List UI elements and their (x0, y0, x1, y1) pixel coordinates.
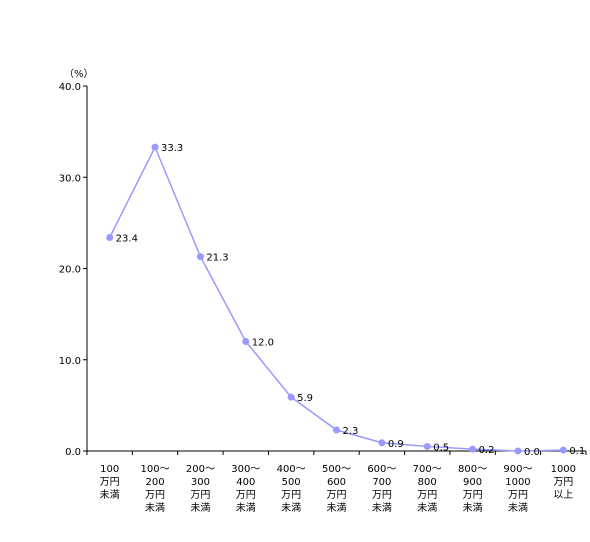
data-point (559, 446, 567, 454)
data-label: 0.1 (569, 446, 585, 457)
x-category-label: 1000 万円以上 (551, 464, 576, 501)
y-tick-label: 30.0 (59, 173, 81, 184)
data-point (423, 442, 431, 450)
x-category-label-line: 600～ (367, 464, 396, 475)
y-tick-label: 0.0 (65, 447, 81, 458)
x-category-label-line: 100 (100, 464, 119, 475)
data-label: 0.2 (479, 445, 495, 456)
data-point (333, 426, 340, 434)
x-category-label-line: 未満 (190, 502, 210, 514)
data-point (196, 253, 204, 261)
x-category-label-line: 800～ (458, 464, 487, 475)
x-category-label-line: 万円 (190, 490, 210, 501)
x-category-label: 100～ 200 万円未満 (140, 464, 169, 514)
x-category-label-line: 以上 (553, 489, 573, 501)
x-category-label-line: 未満 (463, 502, 483, 514)
x-category-label-line: 万円 (417, 490, 437, 501)
x-category-label-line: 400～ (277, 464, 306, 475)
x-category-label-line: 300 (191, 477, 210, 488)
x-category-label-line: 未満 (372, 502, 392, 514)
x-category-label: 200～ 300 万円未満 (186, 464, 215, 514)
data-point (106, 233, 114, 241)
x-category-label: 100 万円未満 (100, 464, 120, 501)
x-category-label-line: 万円 (508, 490, 528, 501)
x-category-label-line: 万円 (145, 490, 165, 501)
x-category-label-line: 700 (372, 477, 391, 488)
data-point (378, 439, 386, 447)
x-category-label-line: 100～ (140, 464, 169, 475)
x-category-label-line: 800 (418, 477, 437, 488)
x-category-label-line: 900～ (503, 464, 532, 475)
x-category-label-line: 万円 (281, 490, 301, 501)
data-label: 0.5 (433, 442, 449, 453)
x-category-label-line: 1000 (551, 464, 576, 475)
y-tick-label: 40.0 (59, 82, 81, 93)
x-category-label: 800～ 900 万円未満 (458, 464, 487, 514)
x-category-label: 300～ 400 万円未満 (231, 464, 260, 514)
series-line (109, 145, 564, 452)
x-category-label-line: 未満 (145, 502, 165, 514)
x-category-label-line: 200 (145, 477, 164, 488)
x-category-label-line: 900 (463, 477, 482, 488)
x-category-label-line: 未満 (100, 489, 120, 501)
x-category-label-line: 万円 (372, 490, 392, 501)
data-label: 21.3 (206, 253, 228, 264)
data-label: 33.3 (161, 143, 183, 154)
x-category-label-line: 未満 (327, 502, 347, 514)
x-category-label: 400～ 500 万円未満 (277, 464, 306, 514)
y-tick-label: 20.0 (59, 265, 81, 276)
data-label: 0.9 (388, 439, 404, 450)
data-label: 23.4 (116, 233, 138, 244)
x-category-label-line: 未満 (508, 502, 528, 514)
data-label: 5.9 (297, 393, 313, 404)
x-category-label-line: 万円 (463, 490, 483, 501)
data-point (287, 393, 295, 401)
x-category-label: 600～ 700 万円未満 (367, 464, 396, 514)
x-category-label: 700～ 800 万円未満 (413, 464, 442, 514)
y-axis-unit-label: （%） (64, 68, 94, 80)
x-category-label-line: 未満 (417, 502, 437, 514)
x-category-label-line: 600 (327, 477, 346, 488)
x-category-label-line: 万円 (553, 477, 573, 488)
x-category-label-line: 万円 (100, 477, 120, 488)
x-category-label-line: 万円 (327, 490, 347, 501)
data-point (242, 338, 250, 345)
x-category-label-line: 700～ (413, 464, 442, 475)
x-category-label-line: 1000 (505, 477, 530, 488)
data-label: 2.3 (343, 426, 359, 437)
data-point (469, 445, 477, 453)
x-category-label-line: 400 (236, 477, 255, 488)
x-category-label: 500～ 600 万円未満 (322, 464, 351, 514)
x-category-label-line: 200～ (186, 464, 215, 475)
x-category-label: 900～ 1000 万円未満 (503, 464, 532, 514)
x-category-label-line: 500～ (322, 464, 351, 475)
x-category-label-line: 万円 (236, 490, 256, 501)
y-tick-label: 10.0 (59, 356, 81, 367)
data-point (151, 143, 159, 151)
data-label: 12.0 (252, 338, 274, 349)
data-point (514, 447, 522, 455)
x-category-label-line: 500 (282, 477, 301, 488)
x-category-label-line: 300～ (231, 464, 260, 475)
x-category-label-line: 未満 (281, 502, 301, 514)
x-category-label-line: 未満 (236, 502, 256, 514)
data-label: 0.0 (524, 447, 540, 458)
